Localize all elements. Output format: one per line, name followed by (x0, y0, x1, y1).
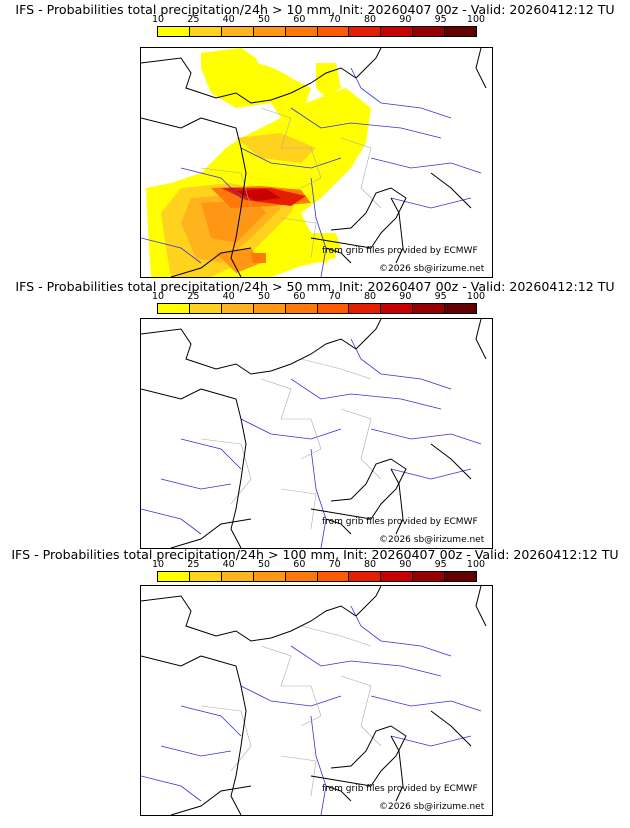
colorbar-tick-label: 70 (328, 291, 341, 302)
colorbar-segment (253, 572, 286, 581)
colorbar-tick-label: 95 (434, 559, 447, 570)
borders (200, 358, 382, 530)
colorbar-tick-label: 90 (399, 14, 412, 25)
colorbar-tick-label: 50 (257, 14, 271, 25)
colorbar-tick-label: 10 (151, 14, 165, 25)
panel-50mm: IFS - Probabilities total precipitation/… (0, 277, 630, 549)
panel-title: IFS - Probabilities total precipitation/… (11, 547, 619, 562)
colorbar-tick-label: 100 (466, 291, 486, 302)
rivers (141, 605, 482, 815)
colorbar-segment (317, 572, 350, 581)
panel-100mm: IFS - Probabilities total precipitation/… (0, 545, 630, 828)
colorbar-segment (317, 304, 350, 313)
colorbar-segment (253, 27, 286, 36)
colorbar-segment (413, 304, 446, 313)
colorbar-tick-label: 40 (222, 291, 235, 302)
colorbar-segment (285, 304, 318, 313)
colorbar-tick-label: 90 (399, 559, 412, 570)
source-credit: from grib files provided by ECMWF (322, 784, 478, 794)
colorbar (157, 26, 477, 37)
map-50mm: from grib files provided by ECMWF ©2026 … (140, 318, 493, 549)
colorbar (157, 303, 477, 314)
copyright-credit: ©2026 sb@irizume.net (379, 802, 485, 812)
colorbar-segment (381, 304, 414, 313)
colorbar-segment (253, 304, 286, 313)
colorbar-tick-label: 25 (187, 14, 200, 25)
colorbar-tick-label: 100 (466, 14, 486, 25)
colorbar-tick-label: 80 (363, 559, 377, 570)
source-credit: from grib files provided by ECMWF (322, 517, 478, 527)
colorbar-tick-label: 50 (257, 291, 271, 302)
map-100mm: from grib files provided by ECMWF ©2026 … (140, 585, 493, 816)
probability-field (146, 48, 371, 277)
colorbar-tick-label: 10 (151, 291, 165, 302)
colorbar-tick-label: 70 (328, 14, 341, 25)
colorbar-segment (285, 572, 318, 581)
panel-title: IFS - Probabilities total precipitation/… (15, 2, 615, 17)
colorbar-segment (189, 304, 222, 313)
colorbar-ticks: 10 25 40 50 60 70 80 90 95 100 (152, 14, 485, 26)
panel-10mm: IFS - Probabilities total precipitation/… (0, 0, 630, 278)
colorbar-tick-label: 40 (222, 559, 235, 570)
colorbar-tick-label: 50 (257, 559, 271, 570)
colorbar-segment (413, 27, 446, 36)
colorbar-tick-label: 10 (151, 559, 165, 570)
colorbar-segment (221, 572, 254, 581)
colorbar-segment (413, 572, 446, 581)
coastlines (141, 48, 487, 277)
borders (200, 625, 382, 797)
colorbar-segment (189, 572, 222, 581)
colorbar-tick-label: 80 (363, 291, 377, 302)
colorbar-tick-label: 25 (187, 559, 200, 570)
source-credit: from grib files provided by ECMWF (322, 246, 478, 256)
colorbar-ticks: 10 25 40 50 60 70 80 90 95 100 (152, 559, 485, 571)
colorbar-tick-label: 60 (293, 559, 306, 570)
map-10mm: from grib files provided by ECMWF ©2026 … (140, 47, 493, 278)
colorbar-tick-label: 95 (434, 291, 447, 302)
colorbar-segment (445, 572, 477, 581)
colorbar-segment (158, 27, 190, 36)
colorbar-tick-label: 60 (293, 14, 306, 25)
colorbar (157, 571, 477, 582)
copyright-credit: ©2026 sb@irizume.net (379, 264, 485, 274)
colorbar-segment (381, 572, 414, 581)
colorbar-segment (158, 572, 190, 581)
coastlines (141, 586, 487, 815)
borders (200, 107, 382, 259)
colorbar-segment (445, 27, 477, 36)
colorbar-tick-label: 80 (363, 14, 377, 25)
copyright-credit: ©2026 sb@irizume.net (379, 535, 485, 545)
colorbar-tick-label: 95 (434, 14, 447, 25)
panel-title: IFS - Probabilities total precipitation/… (15, 279, 615, 294)
colorbar-segment (158, 304, 190, 313)
colorbar-segment (221, 27, 254, 36)
colorbar-segment (285, 27, 318, 36)
colorbar-segment (189, 27, 222, 36)
colorbar-tick-label: 100 (466, 559, 486, 570)
colorbar-tick-label: 70 (328, 559, 341, 570)
rivers (141, 338, 482, 548)
coastlines (141, 319, 487, 548)
colorbar-tick-label: 40 (222, 14, 235, 25)
colorbar-segment (349, 304, 382, 313)
colorbar-tick-label: 90 (399, 291, 412, 302)
colorbar-ticks: 10 25 40 50 60 70 80 90 95 100 (152, 291, 485, 303)
colorbar-segment (221, 304, 254, 313)
colorbar-tick-label: 25 (187, 291, 200, 302)
colorbar-segment (317, 27, 350, 36)
colorbar-segment (349, 572, 382, 581)
colorbar-segment (445, 304, 477, 313)
colorbar-tick-label: 60 (293, 291, 306, 302)
colorbar-segment (381, 27, 414, 36)
colorbar-segment (349, 27, 382, 36)
rivers (141, 67, 482, 277)
